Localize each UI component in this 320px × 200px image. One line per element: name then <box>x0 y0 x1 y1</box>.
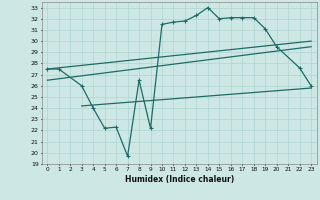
X-axis label: Humidex (Indice chaleur): Humidex (Indice chaleur) <box>124 175 234 184</box>
